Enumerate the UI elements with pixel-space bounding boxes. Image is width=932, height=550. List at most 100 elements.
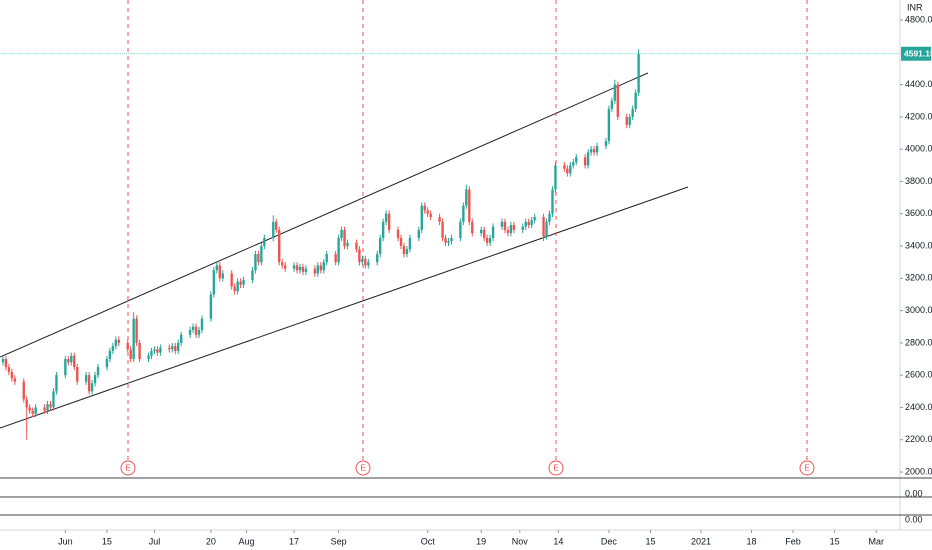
candle-body: [521, 226, 524, 230]
x-tick-label: Dec: [601, 536, 618, 546]
candle-body: [22, 381, 25, 400]
candle-body: [43, 407, 46, 411]
candle-body: [429, 213, 432, 217]
candle-body: [280, 262, 284, 266]
event-marker[interactable]: [799, 460, 815, 476]
candle-body: [156, 349, 159, 353]
candle-body: [316, 265, 320, 274]
candle-body: [147, 355, 150, 360]
candle-body: [426, 210, 429, 214]
candle-body: [527, 221, 530, 226]
candle-body: [84, 375, 88, 382]
candle-body: [379, 237, 382, 255]
candle-body: [405, 249, 409, 255]
candle-body: [355, 242, 358, 250]
candle-body: [251, 270, 254, 280]
candle-body: [480, 229, 483, 234]
candle-body: [233, 286, 236, 292]
candle-body: [230, 273, 233, 287]
y-tick-label: 2200.00: [905, 434, 932, 444]
candle-body: [4, 359, 8, 368]
candle-body: [637, 53, 640, 93]
candle-body: [1, 359, 5, 363]
candle-body: [325, 254, 328, 263]
candle-body: [93, 375, 97, 384]
x-tick-label: Sep: [331, 536, 347, 546]
candle-body: [114, 339, 118, 347]
candle-body: [275, 221, 278, 230]
candle-body: [28, 407, 31, 411]
candle-body: [376, 254, 379, 263]
candle-body: [503, 221, 507, 230]
candle-body: [295, 265, 299, 271]
candle-body: [105, 359, 109, 368]
candle-body: [73, 355, 76, 368]
candle-body: [298, 267, 302, 271]
y-tick-label: 4000.00: [905, 144, 932, 154]
candle-body: [566, 168, 569, 174]
candle-body: [218, 265, 221, 279]
candle-body: [607, 108, 611, 142]
y-tick-label: 3200.00: [905, 273, 932, 283]
y-tick-label: 3800.00: [905, 176, 932, 186]
candle-body: [34, 407, 37, 414]
candle-body: [545, 221, 548, 237]
trend-line: [0, 186, 689, 429]
candle-body: [46, 404, 49, 411]
event-label: E: [804, 464, 809, 473]
candle-body: [278, 229, 281, 263]
candle-body: [491, 226, 495, 238]
candle-body: [90, 383, 94, 392]
x-tick-label: 20: [206, 536, 216, 546]
x-tick-label: 15: [102, 536, 112, 546]
candle-body: [129, 349, 132, 360]
candle-body: [135, 318, 138, 343]
y-tick-label: 3600.00: [905, 208, 932, 218]
candle-body: [25, 399, 28, 408]
candle-body: [625, 116, 628, 125]
candle-body: [221, 273, 224, 279]
candle-body: [542, 216, 545, 237]
candle-body: [569, 165, 572, 174]
y-tick-label: 2000.00: [905, 466, 932, 476]
x-tick-label: Mar: [868, 536, 884, 546]
event-marker[interactable]: [355, 460, 371, 476]
candle-body: [138, 342, 141, 360]
x-tick-label: Jun: [58, 536, 73, 546]
candle-body: [283, 265, 287, 269]
earnings-events: [120, 0, 815, 476]
trend-line: [0, 72, 649, 358]
candle-body: [384, 213, 388, 222]
candle-body: [364, 258, 367, 266]
candle-body: [420, 205, 423, 230]
y-tick-label: 4200.00: [905, 111, 932, 121]
candle-body: [174, 346, 177, 351]
candle-body: [49, 404, 52, 408]
candle-body: [512, 225, 516, 230]
candle-body: [438, 216, 441, 222]
candle-body: [459, 221, 462, 238]
candle-body: [462, 205, 465, 222]
candle-body: [589, 149, 593, 153]
candle-body: [387, 213, 391, 230]
candle-body: [583, 157, 587, 166]
candle-body: [242, 279, 245, 285]
candle-body: [7, 367, 11, 372]
x-tick-label: Feb: [785, 536, 801, 546]
candle-body: [610, 100, 614, 109]
candle-body: [171, 346, 174, 350]
candle-body: [399, 237, 403, 247]
candle-body: [634, 92, 637, 109]
candle-body: [263, 237, 266, 247]
candle-body: [361, 258, 364, 263]
candle-body: [551, 189, 554, 214]
candle-body: [272, 221, 275, 238]
event-marker[interactable]: [120, 460, 136, 476]
pane-label: 0.00: [905, 514, 923, 524]
candle-body: [367, 262, 370, 266]
event-label: E: [360, 464, 365, 473]
x-tick-label: 2021: [691, 536, 711, 546]
candle-body: [613, 84, 617, 101]
event-marker[interactable]: [548, 460, 564, 476]
candle-body: [586, 152, 590, 166]
